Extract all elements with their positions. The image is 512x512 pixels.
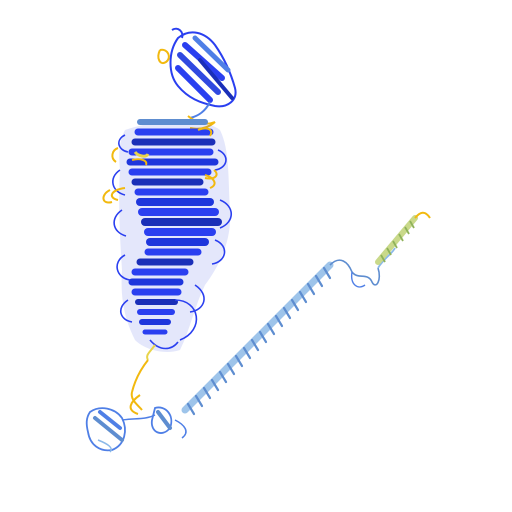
low-confidence-loops — [102, 169, 218, 415]
c-terminal-helix — [375, 215, 418, 265]
lower-linker — [130, 344, 156, 411]
beta-solenoid-core — [110, 119, 233, 352]
lower-small-domain — [85, 406, 187, 453]
c-terminal-region — [329, 211, 431, 288]
top-beta-sandwich-domain — [157, 27, 237, 119]
long-alpha-helix — [181, 261, 334, 416]
